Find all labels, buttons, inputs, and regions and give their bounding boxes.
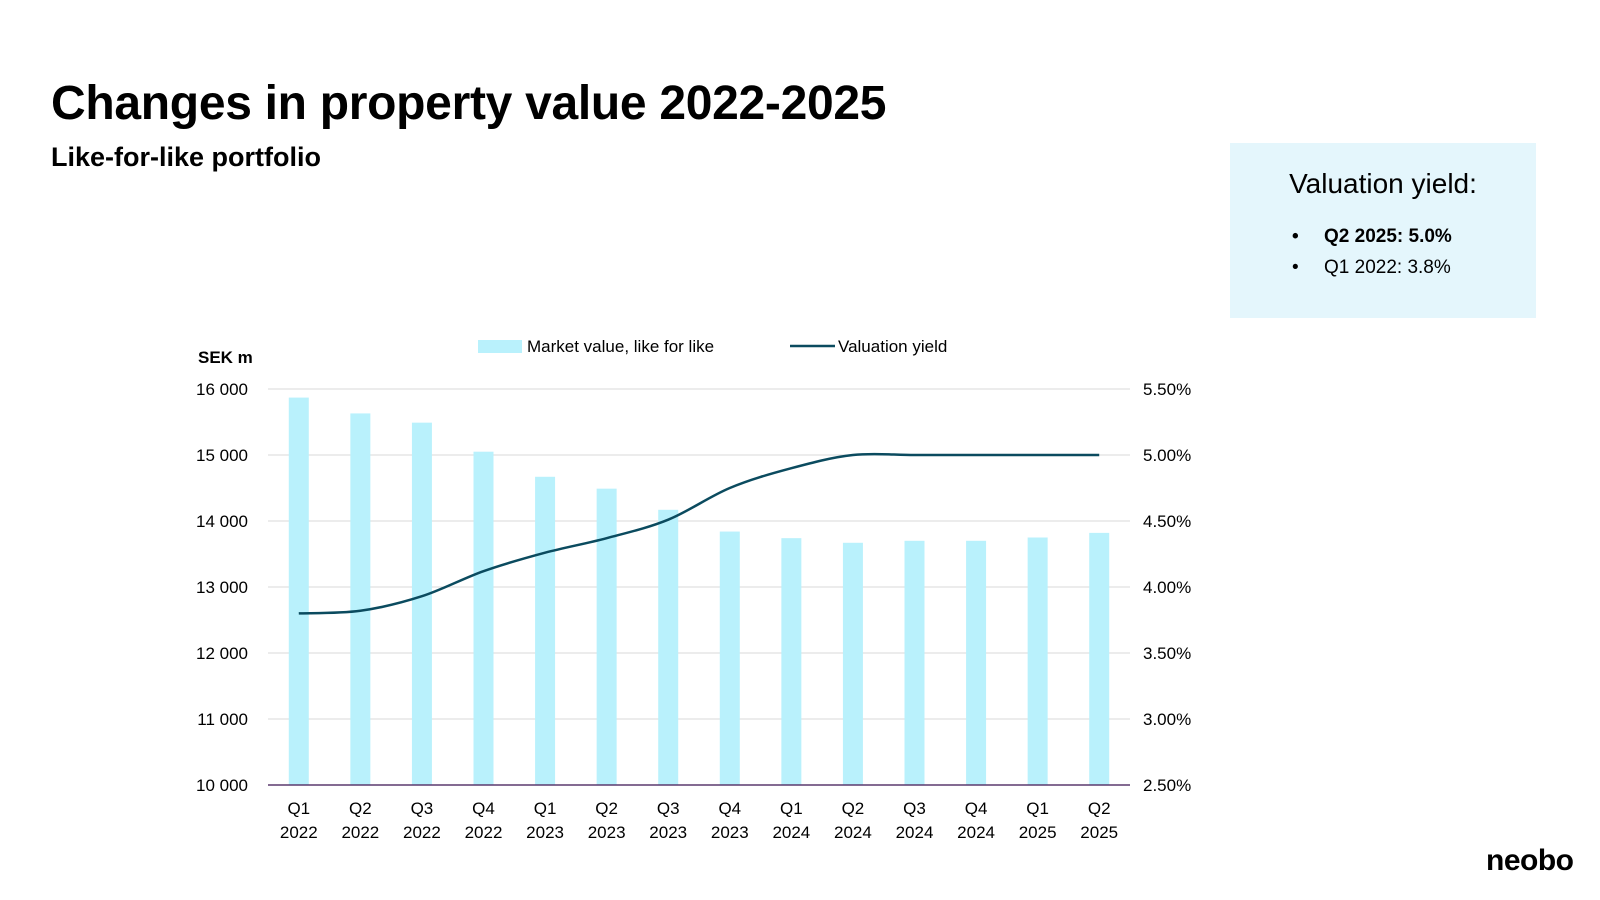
x-tick-label: Q3 2024: [896, 799, 934, 842]
valuation-yield-box: Valuation yield: Q2 2025: 5.0% Q1 2022: …: [1230, 143, 1536, 318]
bar-market-value: [1089, 532, 1110, 785]
legend-label-valuation-yield: Valuation yield: [838, 337, 947, 356]
y2-tick-label: 5.50%: [1143, 380, 1191, 399]
page-subtitle: Like-for-like portfolio: [51, 142, 321, 172]
bar-market-value: [1027, 537, 1048, 785]
bar-market-value: [719, 531, 740, 785]
legend-swatch-market-value: [478, 340, 522, 353]
bar-market-value: [350, 413, 371, 785]
y-tick-label: 10 000: [196, 776, 248, 795]
bar-market-value: [842, 542, 863, 785]
x-tick-label: Q4 2022: [465, 799, 503, 842]
x-tick-label: Q2 2023: [588, 799, 626, 842]
legend-label-market-value: Market value, like for like: [527, 337, 714, 356]
bar-market-value: [411, 422, 432, 785]
y-tick-label: 16 000: [196, 380, 248, 399]
y-tick-label: 13 000: [196, 578, 248, 597]
y-axis-label: SEK m: [198, 348, 253, 367]
valuation-yield-start: Q1 2022: 3.8%: [1292, 252, 1452, 283]
y2-tick-label: 3.00%: [1143, 710, 1191, 729]
valuation-yield-list: Q2 2025: 5.0% Q1 2022: 3.8%: [1292, 221, 1452, 283]
x-tick-label: Q1 2025: [1019, 799, 1057, 842]
x-tick-label: Q2 2024: [834, 799, 872, 842]
y2-tick-label: 4.00%: [1143, 578, 1191, 597]
x-tick-label: Q2 2022: [341, 799, 379, 842]
line-valuation-yield: [298, 452, 1100, 615]
y2-tick-label: 5.00%: [1143, 446, 1191, 465]
x-tick-label: Q3 2023: [649, 799, 687, 842]
x-tick-label: Q1 2024: [772, 799, 810, 842]
bar-market-value: [966, 540, 987, 785]
bar-market-value: [535, 476, 556, 785]
neobo-logo: neobo: [1486, 844, 1574, 877]
y2-tick-label: 4.50%: [1143, 512, 1191, 531]
y-tick-label: 14 000: [196, 512, 248, 531]
valuation-yield-current: Q2 2025: 5.0%: [1292, 221, 1452, 252]
x-tick-label: Q1 2022: [280, 799, 318, 842]
bar-market-value: [473, 451, 494, 785]
y2-tick-label: 3.50%: [1143, 644, 1191, 663]
valuation-yield-title: Valuation yield:: [1289, 168, 1477, 199]
x-tick-label: Q2 2025: [1080, 799, 1118, 842]
bar-market-value: [781, 538, 802, 785]
bar-market-value: [904, 540, 925, 785]
y-tick-label: 11 000: [197, 710, 248, 729]
y-tick-label: 15 000: [196, 446, 248, 465]
y-tick-label: 12 000: [196, 644, 248, 663]
x-tick-label: Q4 2024: [957, 799, 995, 842]
page-title: Changes in property value 2022-2025: [51, 77, 887, 130]
bar-market-value: [288, 397, 309, 785]
bar-market-value: [596, 488, 617, 785]
y2-tick-label: 2.50%: [1143, 776, 1191, 795]
bar-market-value: [658, 509, 679, 785]
x-tick-label: Q4 2023: [711, 799, 749, 842]
x-tick-label: Q1 2023: [526, 799, 564, 842]
x-tick-label: Q3 2022: [403, 799, 441, 842]
